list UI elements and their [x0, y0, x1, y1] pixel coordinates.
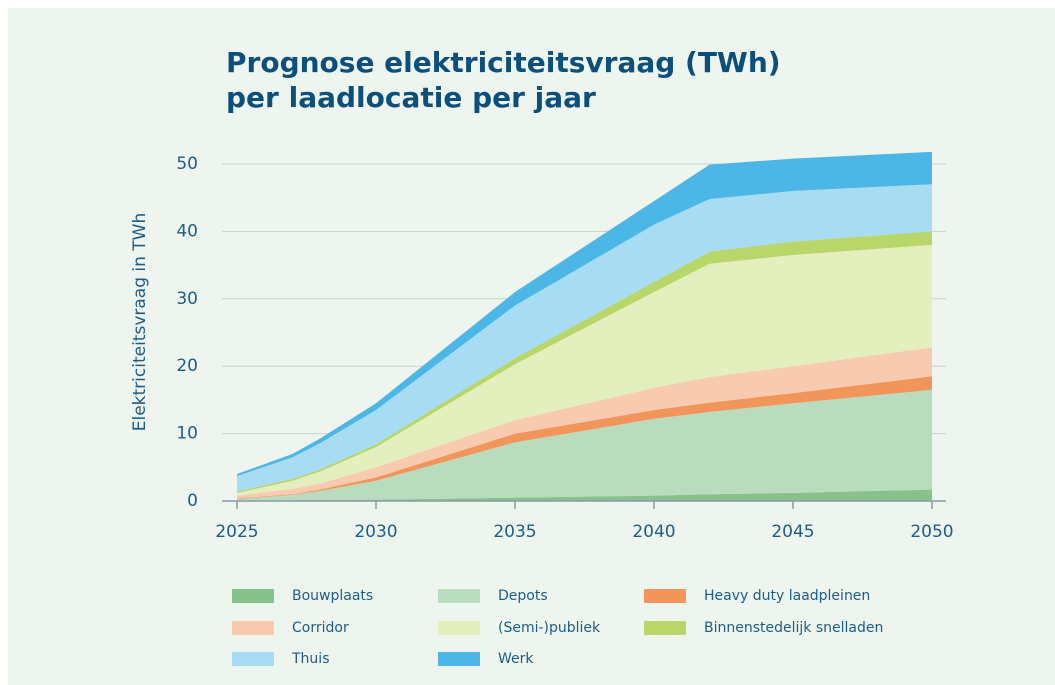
legend-swatch: [438, 652, 480, 666]
y-tick-label: 20: [176, 356, 198, 376]
x-tick-label: 2050: [910, 522, 953, 542]
y-tick-label: 0: [187, 491, 198, 511]
area: [237, 489, 932, 501]
legend-label: Bouwplaats: [292, 588, 373, 604]
legend-swatch: [232, 589, 274, 603]
x-tick-label: 2035: [493, 522, 536, 542]
chart-title: per laadlocatie per jaar: [226, 81, 596, 114]
y-axis-label: Elektriciteitsvraag in TWh: [130, 213, 150, 432]
legend-label: Corridor: [292, 620, 349, 636]
area: [237, 376, 932, 499]
area: [237, 184, 932, 492]
x-tick-label: 2045: [771, 522, 814, 542]
area: [237, 151, 932, 477]
y-tick-label: 50: [176, 154, 198, 174]
y-tick-label: 30: [176, 289, 198, 309]
legend-swatch: [438, 621, 480, 635]
area: [237, 347, 932, 499]
legend-label: (Semi-)publiek: [498, 620, 601, 636]
legend-label: Werk: [498, 651, 534, 667]
legend-label: Depots: [498, 588, 548, 604]
x-tick-label: 2025: [215, 522, 258, 542]
x-tick-label: 2030: [354, 522, 397, 542]
legend-swatch: [232, 652, 274, 666]
legend-label: Binnenstedelijk snelladen: [704, 620, 883, 636]
legend-swatch: [644, 621, 686, 635]
chart-title: Prognose elektriciteitsvraag (TWh): [226, 46, 781, 79]
area: [237, 389, 932, 501]
legend-swatch: [644, 589, 686, 603]
y-tick-label: 40: [176, 221, 198, 241]
y-tick-label: 10: [176, 424, 198, 444]
legend-label: Heavy duty laadpleinen: [704, 588, 870, 604]
area: [237, 244, 932, 496]
legend-swatch: [232, 621, 274, 635]
legend-swatch: [438, 589, 480, 603]
x-tick-label: 2040: [632, 522, 675, 542]
legend-label: Thuis: [291, 651, 329, 667]
